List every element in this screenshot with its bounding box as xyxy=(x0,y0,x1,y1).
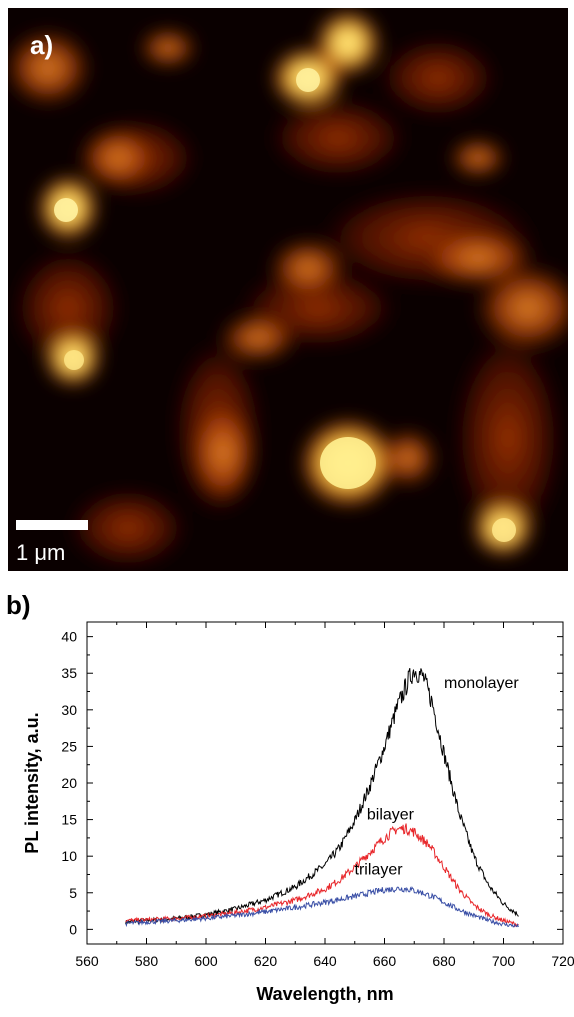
series-label-trilayer: trilayer xyxy=(355,861,404,878)
y-tick-label: 10 xyxy=(61,848,77,864)
bright-spot xyxy=(54,198,78,222)
x-tick-label: 680 xyxy=(432,953,456,969)
scale-bar-label: 1 μm xyxy=(16,540,65,565)
x-tick-label: 660 xyxy=(373,953,397,969)
series-line-trilayer xyxy=(125,886,519,928)
y-tick-label: 0 xyxy=(69,921,77,937)
y-tick-label: 35 xyxy=(61,665,77,681)
x-axis: 560 580 600 620 640 660 680 700 720 xyxy=(75,622,574,969)
x-axis-label: Wavelength, nm xyxy=(256,984,393,1004)
bright-spot xyxy=(64,350,84,370)
y-tick-label: 5 xyxy=(69,885,77,901)
series-line-monolayer xyxy=(125,667,519,925)
fluorescence-map-panel: a) 1 μm xyxy=(3,8,574,571)
x-tick-label: 580 xyxy=(135,953,159,969)
pl-spectra-chart: b) 560 580 600 620 640 660 680 700 720 0 5 10 15 20 2… xyxy=(6,590,574,1004)
y-tick-label: 15 xyxy=(61,812,77,828)
series-layer xyxy=(125,667,519,928)
x-tick-label: 720 xyxy=(551,953,574,969)
y-tick-label: 40 xyxy=(61,629,77,645)
panel-b-label: b) xyxy=(6,590,31,620)
series-line-bilayer xyxy=(125,823,519,928)
y-axis: 0 5 10 15 20 25 30 35 40 xyxy=(61,629,563,937)
series-label-bilayer: bilayer xyxy=(367,807,415,824)
map-features xyxy=(3,11,574,568)
panel-a-label: a) xyxy=(30,30,53,60)
bright-spot xyxy=(492,518,516,542)
x-tick-label: 700 xyxy=(492,953,516,969)
x-tick-label: 640 xyxy=(313,953,337,969)
series-labels: monolayer bilayer trilayer xyxy=(355,675,520,879)
x-tick-label: 600 xyxy=(194,953,218,969)
y-tick-label: 30 xyxy=(61,702,77,718)
plot-frame xyxy=(86,621,564,945)
bright-spot xyxy=(320,437,376,489)
scale-bar xyxy=(16,520,88,530)
bright-spot xyxy=(296,68,320,92)
series-label-monolayer: monolayer xyxy=(444,675,519,692)
x-tick-label: 620 xyxy=(254,953,278,969)
y-axis-label: PL intensity, a.u. xyxy=(22,712,42,853)
y-tick-label: 20 xyxy=(61,775,77,791)
y-tick-label: 25 xyxy=(61,738,77,754)
pl-spectra-panel: b) 560 580 600 620 640 660 680 700 720 0 5 10 15 20 2… xyxy=(0,580,574,1012)
fluorescence-map: a) 1 μm xyxy=(3,8,574,571)
x-tick-label: 560 xyxy=(75,953,99,969)
